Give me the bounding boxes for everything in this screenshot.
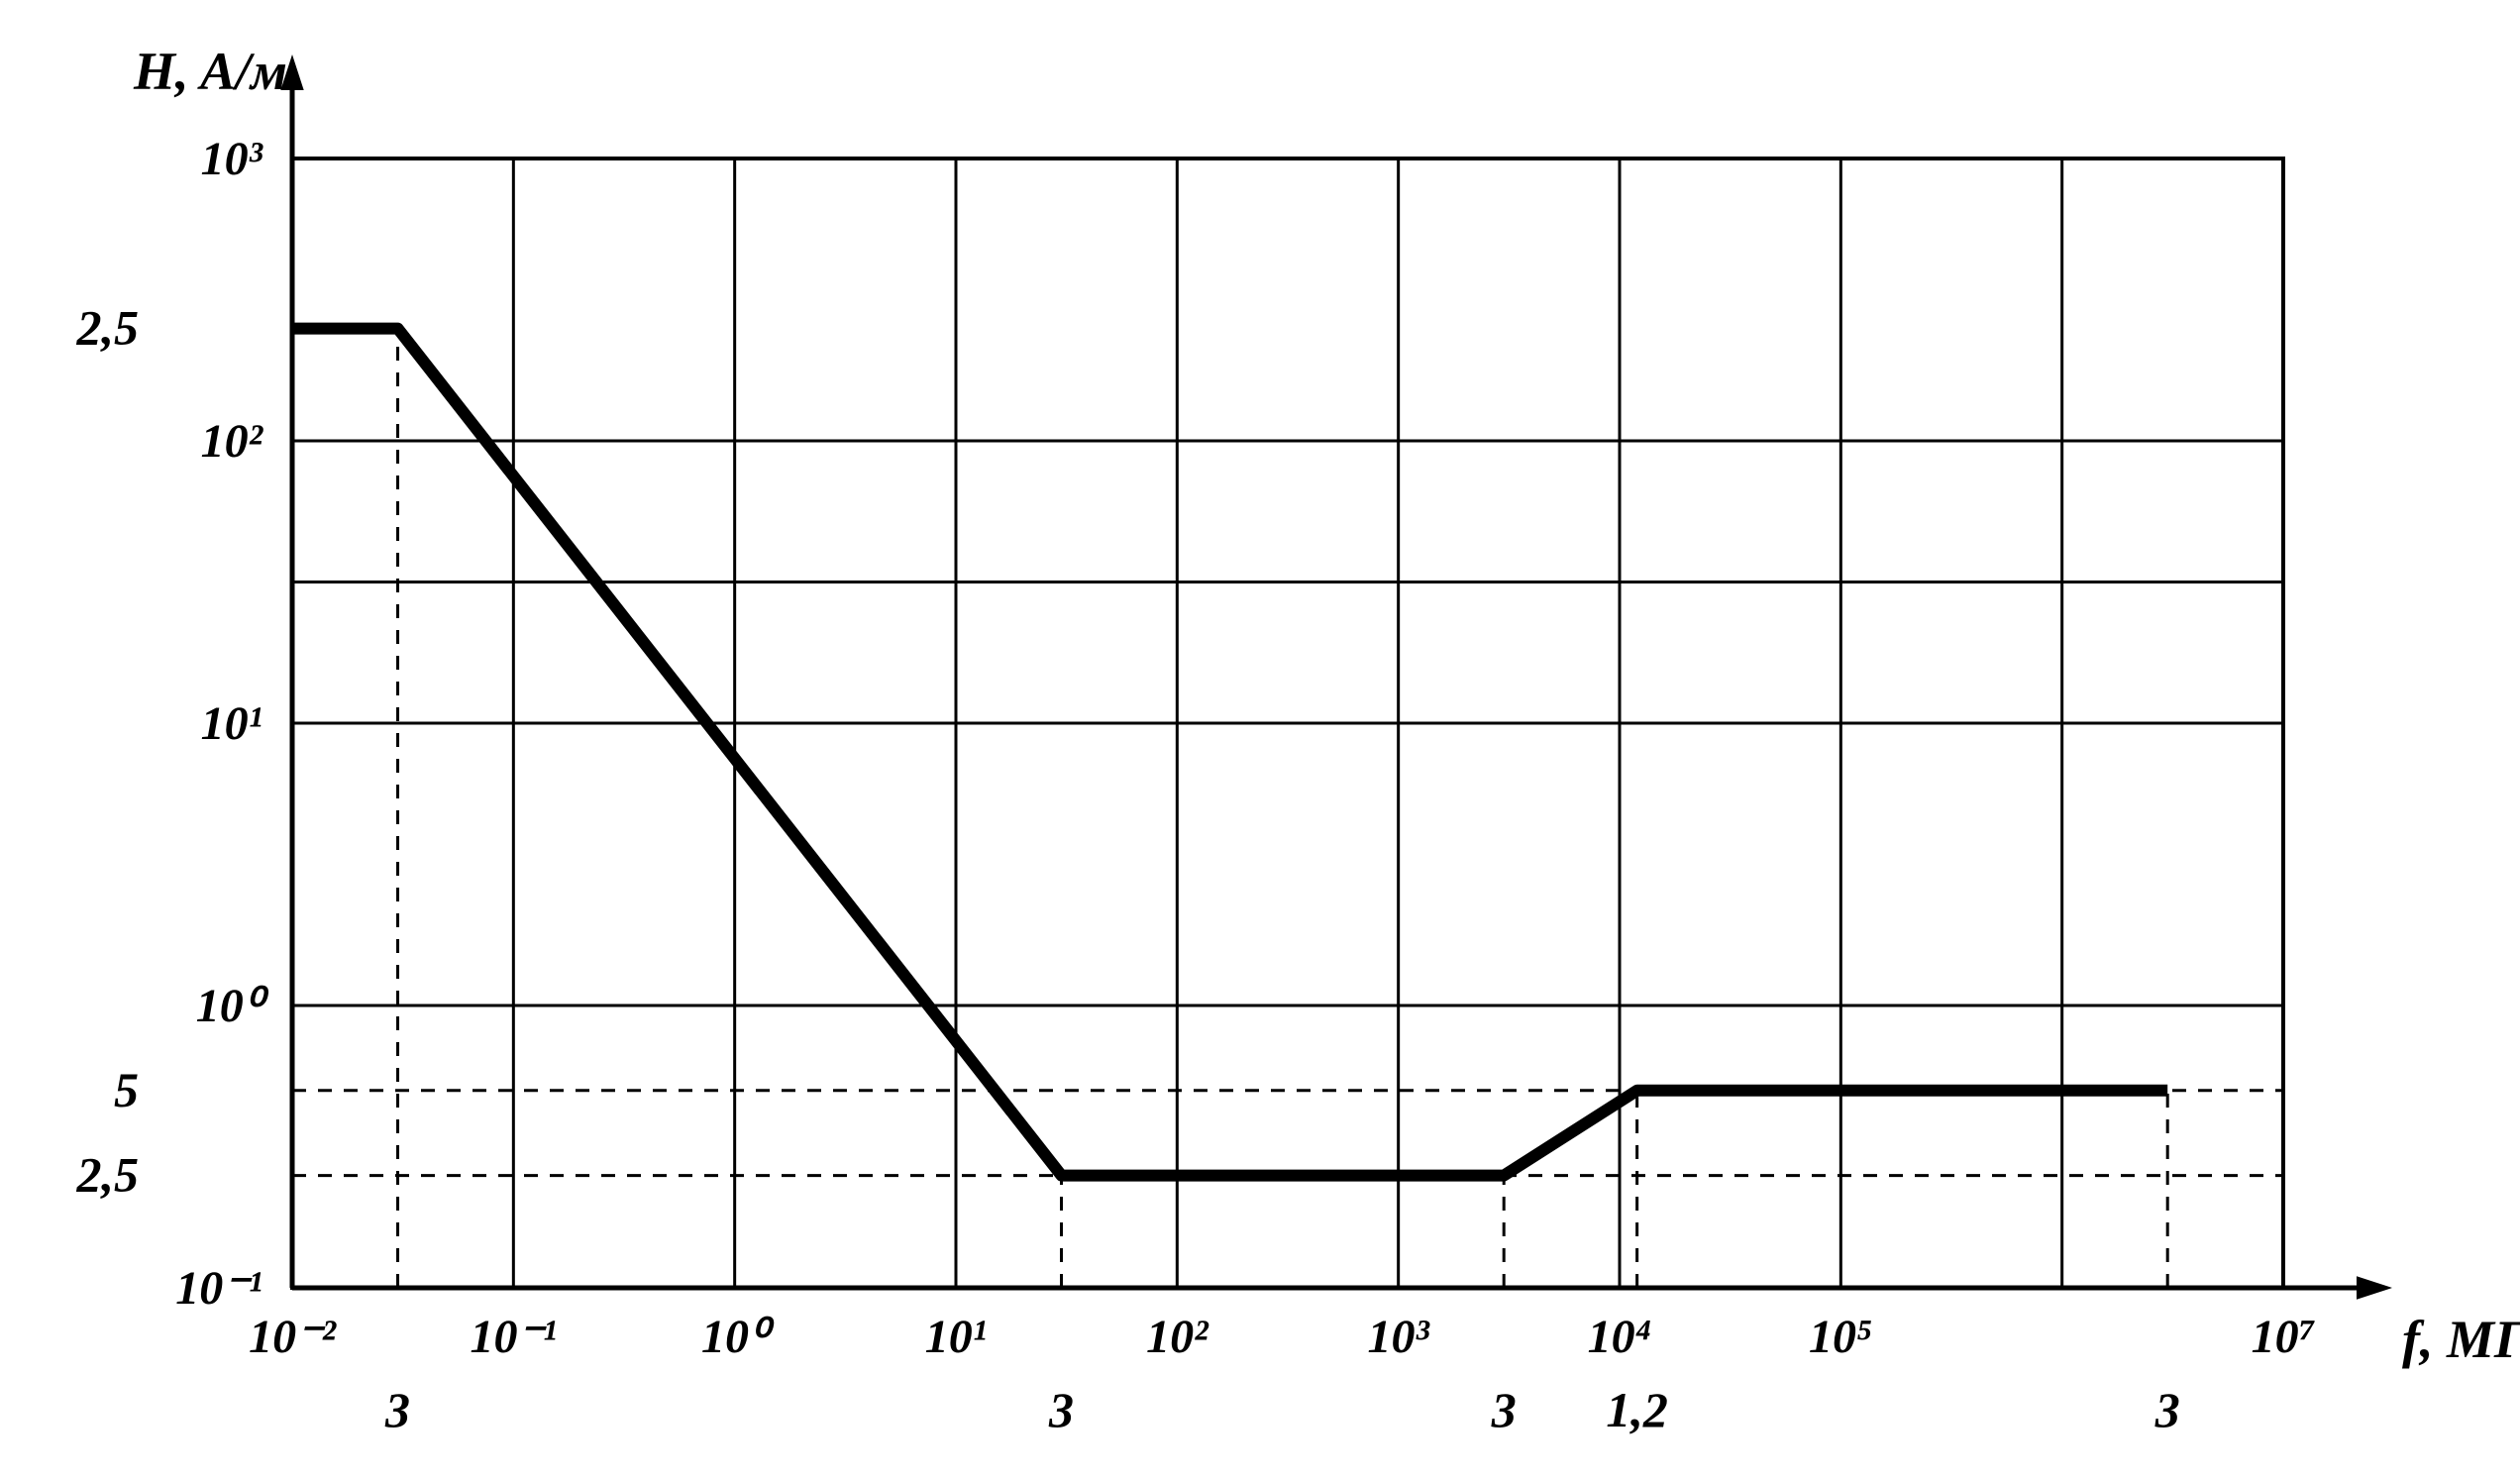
y-tick-label: 10⁻¹ <box>175 1262 262 1315</box>
y-axis-label: H, A/м <box>133 42 287 101</box>
y-sub-label: 2,5 <box>76 300 140 356</box>
x-tick-label: 10⁻² <box>249 1311 337 1363</box>
x-tick-label: 10² <box>1146 1311 1209 1363</box>
y-tick-label: 10¹ <box>201 697 262 750</box>
x-tick-label: 10⁻¹ <box>470 1311 557 1363</box>
x-sub-label: 3 <box>384 1382 410 1437</box>
y-sub-label: 5 <box>114 1062 139 1117</box>
y-tick-label: 10² <box>201 415 264 468</box>
x-tick-label: 10⁴ <box>1588 1311 1652 1363</box>
y-tick-label: 10⁰ <box>196 980 269 1032</box>
x-tick-label: 10⁷ <box>2252 1311 2316 1363</box>
x-sub-label: 1,2 <box>1606 1382 1668 1437</box>
y-tick-label: 10³ <box>201 133 263 185</box>
x-tick-label: 10³ <box>1367 1311 1429 1363</box>
x-sub-label: 3 <box>2154 1382 2180 1437</box>
x-sub-label: 3 <box>1048 1382 1074 1437</box>
chart-background <box>0 0 2520 1481</box>
x-tick-label: 10¹ <box>925 1311 987 1363</box>
x-tick-label: 10⁵ <box>1809 1311 1873 1363</box>
x-tick-label: 10⁰ <box>701 1311 775 1363</box>
log-log-line-chart: H, A/мf, МГц10⁻²10⁻¹10⁰10¹10²10³10⁴10⁵10… <box>0 0 2520 1481</box>
y-sub-label: 2,5 <box>76 1147 140 1203</box>
x-sub-label: 3 <box>1491 1382 1517 1437</box>
x-axis-label: f, МГц <box>2402 1310 2520 1369</box>
